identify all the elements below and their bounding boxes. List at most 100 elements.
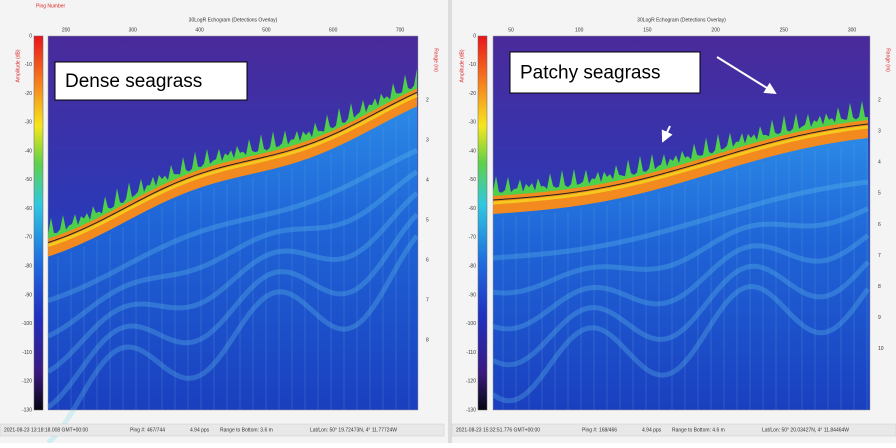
- echogram-title: 30LogR Echogram (Detections Overlay): [637, 17, 726, 23]
- x-tick: 50: [508, 27, 514, 33]
- amplitude-tick: -50: [469, 177, 476, 183]
- x-tick: 300: [129, 27, 138, 33]
- amplitude-tick: -70: [469, 235, 476, 241]
- range-tick: 4: [878, 160, 881, 166]
- status-field: Ping #: 168/466: [582, 427, 617, 433]
- x-tick: 400: [195, 27, 204, 33]
- amplitude-tick: -60: [25, 206, 32, 212]
- amplitude-tick: -10: [469, 62, 476, 68]
- annotation-text: Patchy seagrass: [520, 63, 660, 84]
- range-tick: 5: [426, 217, 429, 223]
- echo-streak: [47, 148, 419, 303]
- amplitude-tick: -30: [25, 120, 32, 126]
- amplitude-tick: -120: [466, 379, 476, 385]
- x-tick: 250: [780, 27, 789, 33]
- x-tick: 200: [711, 27, 720, 33]
- range-tick: 2: [878, 97, 881, 103]
- x-tick: 300: [848, 27, 857, 33]
- amplitude-tick: -80: [469, 263, 476, 269]
- x-tick: 100: [575, 27, 584, 33]
- status-field: Lat/Lon: 50° 19.72473N, 4° 11.77724W: [310, 427, 397, 433]
- amplitude-label: Amplitude (dB): [459, 49, 465, 82]
- range-tick: 7: [878, 253, 881, 259]
- amplitude-tick: 0: [473, 33, 476, 39]
- panel-divider: [448, 0, 452, 443]
- amplitude-tick: -120: [22, 379, 32, 385]
- amplitude-tick: -100: [22, 321, 32, 327]
- status-field: Range to Bottom: 4.6 m: [672, 427, 725, 433]
- amplitude-tick: -10: [25, 62, 32, 68]
- range-tick: 9: [878, 315, 881, 321]
- annotation-box: [54, 61, 248, 101]
- amplitude-tick: -20: [25, 91, 32, 97]
- status-field: 4.94 pps: [190, 427, 210, 433]
- amplitude-tick: -30: [469, 120, 476, 126]
- annotation-box: [509, 51, 701, 94]
- echo-streak: [46, 234, 419, 445]
- x-tick: 150: [643, 27, 652, 33]
- amplitude-tick: -90: [25, 292, 32, 298]
- echo-streak: [46, 191, 419, 374]
- amplitude-tick: -70: [25, 235, 32, 241]
- echo-streak: [491, 284, 871, 404]
- range-tick: 4: [426, 177, 429, 183]
- seagrass-echo: [493, 100, 868, 198]
- range-tick: 7: [426, 297, 429, 303]
- amplitude-label: Amplitude (dB): [15, 49, 21, 82]
- amplitude-tick: -40: [469, 148, 476, 154]
- range-tick: 8: [878, 284, 881, 290]
- arrow: [716, 56, 777, 95]
- amplitude-tick: -40: [25, 148, 32, 154]
- x-tick: 700: [396, 27, 405, 33]
- range-tick: 2: [426, 97, 429, 103]
- range-tick: 5: [878, 191, 881, 197]
- range-tick: 6: [426, 257, 429, 263]
- amplitude-tick: 0: [29, 33, 32, 39]
- range-tick: 3: [426, 137, 429, 143]
- amplitude-tick: -130: [22, 407, 32, 413]
- status-field: 4.94 pps: [642, 427, 662, 433]
- x-tick: 600: [329, 27, 338, 33]
- echo-streak: [492, 233, 870, 332]
- echo-streak: [46, 169, 419, 339]
- amplitude-tick: -100: [466, 321, 476, 327]
- x-tick: 500: [262, 27, 271, 33]
- echogram-title: 30LogR Echogram (Detections Overlay): [189, 17, 278, 23]
- echo-streak: [491, 260, 870, 368]
- echo-streak: [46, 212, 419, 410]
- amplitude-tick: -90: [469, 292, 476, 298]
- seabed-core: [47, 93, 418, 248]
- amplitude-tick: -20: [469, 91, 476, 97]
- seabed-echo: [48, 88, 417, 257]
- status-field: 2021-08-23 15:32:51.776 GMT+00:00: [456, 427, 540, 433]
- status-field: Lat/Lon: 50° 20.03427N, 4° 11.84464W: [762, 427, 849, 433]
- status-field: Ping #: 467/744: [130, 427, 165, 433]
- echo-streak: [492, 206, 870, 296]
- echogram-panel: 0 -10 -20 -30 -40 -50 -60 -70 -80 -90 -100 -110 -120…: [0, 3, 445, 445]
- arrow: [661, 125, 673, 143]
- amplitude-tick: -130: [466, 407, 476, 413]
- color-bar: [33, 35, 44, 411]
- range-label: Range (m): [433, 48, 439, 72]
- status-bar: [451, 423, 896, 437]
- range-tick: 6: [878, 222, 881, 228]
- range-tick: 8: [426, 337, 429, 343]
- status-field: Range to Bottom: 3.6 m: [220, 427, 273, 433]
- bottom-detection: [492, 123, 869, 201]
- range-tick: 3: [878, 128, 881, 134]
- amplitude-tick: -110: [22, 350, 32, 356]
- amplitude-tick: -80: [25, 263, 32, 269]
- range-tick: 10: [878, 346, 884, 352]
- amplitude-tick: -110: [466, 350, 476, 356]
- seabed-core: [492, 125, 869, 205]
- range-label: Range (m): [885, 48, 891, 72]
- status-bar: [0, 423, 445, 437]
- annotation-text: Dense seagrass: [65, 71, 202, 92]
- color-bar: [477, 35, 488, 411]
- status-field: 2021-08-23 13:18:18.008 GMT+00:00: [4, 427, 88, 433]
- image-frame: [492, 35, 871, 411]
- image-frame: [47, 35, 419, 411]
- x-tick: 200: [62, 27, 71, 33]
- echo-streak: [492, 179, 869, 261]
